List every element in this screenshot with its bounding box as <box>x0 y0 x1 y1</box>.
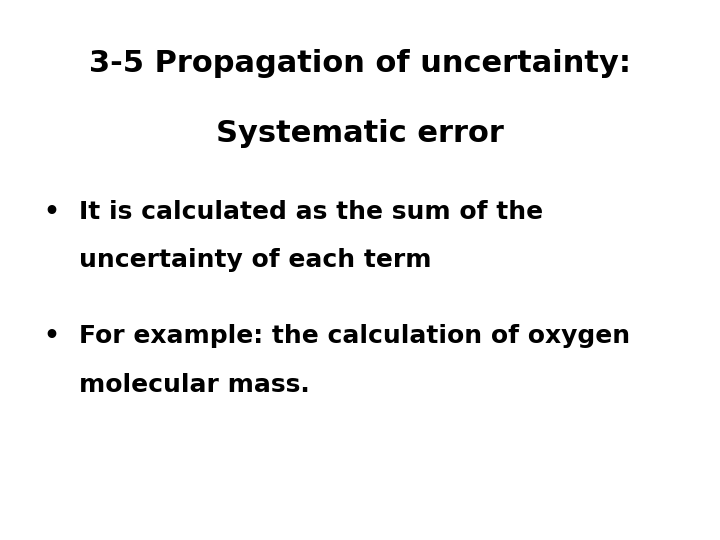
Text: •: • <box>43 200 59 224</box>
Text: It is calculated as the sum of the: It is calculated as the sum of the <box>79 200 544 224</box>
Text: For example: the calculation of oxygen: For example: the calculation of oxygen <box>79 324 630 348</box>
Text: 3-5 Propagation of uncertainty:: 3-5 Propagation of uncertainty: <box>89 49 631 78</box>
Text: •: • <box>43 324 59 348</box>
Text: molecular mass.: molecular mass. <box>79 373 310 396</box>
Text: Systematic error: Systematic error <box>216 119 504 148</box>
Text: uncertainty of each term: uncertainty of each term <box>79 248 432 272</box>
